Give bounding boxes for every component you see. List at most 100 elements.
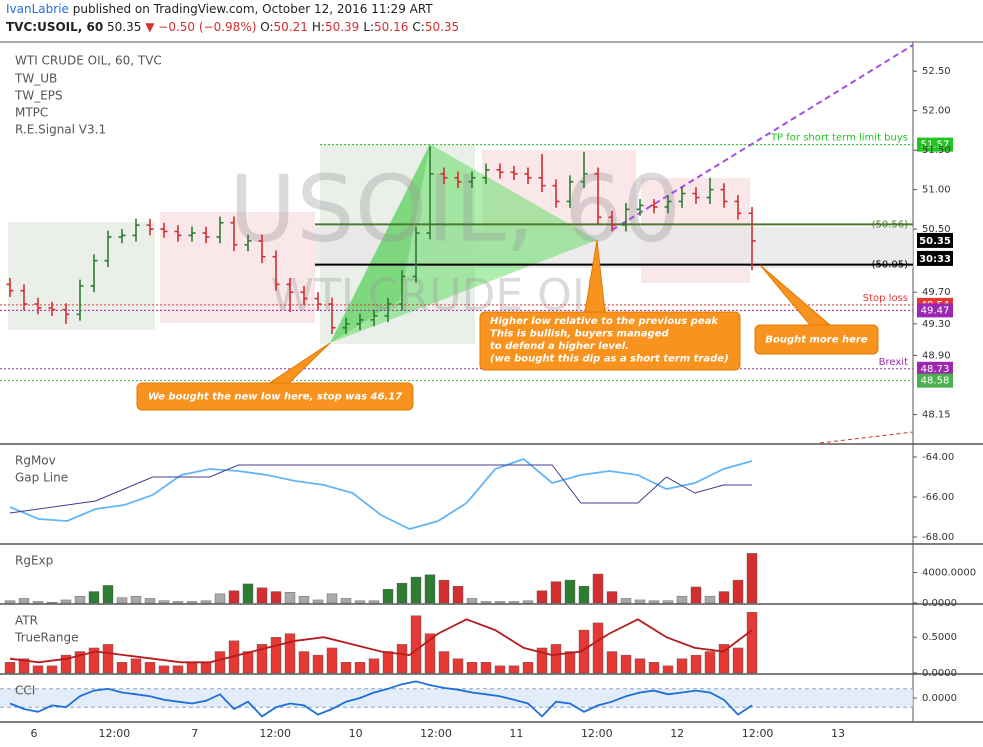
price-label-box xyxy=(917,361,953,376)
bar xyxy=(718,591,730,604)
pane xyxy=(0,545,983,603)
bar xyxy=(746,611,758,674)
bar xyxy=(158,665,170,674)
y-tick-label: -68.00 xyxy=(922,532,954,543)
bar xyxy=(88,591,100,604)
y-tick-label: 0.0000 xyxy=(922,693,957,704)
bar xyxy=(508,665,520,674)
bar xyxy=(676,595,688,604)
last-price-box xyxy=(917,232,953,248)
author[interactable]: IvanLabrie xyxy=(6,2,69,16)
bar xyxy=(466,598,478,604)
pane-title: WTI CRUDE OIL, 60, TVC xyxy=(15,54,162,68)
x-tick-label: 12 xyxy=(670,727,684,740)
bar xyxy=(620,654,632,674)
bar xyxy=(214,593,226,604)
bar xyxy=(690,586,702,604)
x-tick-label: 12:00 xyxy=(742,727,774,740)
bar xyxy=(746,553,758,604)
y-tick-label: 50.50 xyxy=(922,224,951,235)
bar xyxy=(18,658,30,674)
x-tick-label: 13 xyxy=(831,727,845,740)
line xyxy=(9,618,753,664)
bar xyxy=(648,662,660,674)
x-tick-label: 7 xyxy=(191,727,198,740)
bar xyxy=(214,651,226,674)
bar xyxy=(732,579,744,604)
ohlc-key: L: xyxy=(363,20,375,34)
ohlc-key: H: xyxy=(311,20,325,34)
legend-entry: RgMov xyxy=(15,454,56,468)
bar xyxy=(354,662,366,674)
zone xyxy=(315,227,913,268)
price-label-box xyxy=(917,303,953,318)
bar xyxy=(522,600,534,604)
bar xyxy=(326,593,338,604)
quote-line: TVC:USOIL, 60 50.35 ▼ −0.50 (−0.98%) O:5… xyxy=(0,18,983,36)
bar xyxy=(186,662,198,674)
bar xyxy=(18,598,30,604)
callout-text: Bought more here xyxy=(765,335,867,346)
bar xyxy=(256,644,268,674)
x-tick-label: 11 xyxy=(509,727,523,740)
bar xyxy=(592,573,604,604)
pane xyxy=(0,445,983,543)
watermark: USOIL, 60 xyxy=(229,155,681,262)
bar xyxy=(480,601,492,604)
line xyxy=(9,464,752,514)
pane xyxy=(0,605,983,673)
bar xyxy=(676,658,688,674)
bar xyxy=(158,600,170,604)
bar xyxy=(172,665,184,674)
bar xyxy=(550,644,562,674)
ohlc-value: 50.35 xyxy=(424,20,460,34)
bar xyxy=(60,599,72,604)
y-tick-label: 0.0000 xyxy=(922,598,957,609)
y-tick-label: 51.50 xyxy=(922,145,951,156)
ohlc-value: 50.16 xyxy=(374,20,409,34)
price-label: 48.73 xyxy=(921,364,950,375)
bar xyxy=(326,647,338,674)
bar xyxy=(74,651,86,674)
x-tick-label: 10 xyxy=(349,727,363,740)
legend-entry: ATR xyxy=(15,614,38,628)
bar xyxy=(592,622,604,674)
bar xyxy=(298,595,310,604)
callout-text: We bought the new low here, stop was 46.… xyxy=(148,392,402,403)
bar xyxy=(284,592,296,604)
bar xyxy=(662,600,674,604)
bar xyxy=(368,658,380,674)
bar xyxy=(312,599,324,604)
bar xyxy=(256,587,268,604)
header: IvanLabrie published on TradingView.com,… xyxy=(0,0,983,40)
bar xyxy=(620,598,632,604)
bar xyxy=(382,589,394,604)
ohlc-value: 50.21 xyxy=(273,20,308,34)
bar xyxy=(648,600,660,604)
price-label: 48.58 xyxy=(921,376,950,387)
indicator-name: MTPC xyxy=(15,106,48,120)
bar xyxy=(424,574,436,604)
ohlc: O:50.21 H:50.39 L:50.16 C:50.35 xyxy=(260,20,463,34)
y-tick-label: 48.90 xyxy=(922,350,951,361)
line xyxy=(9,680,753,718)
ohlc-value: 50.39 xyxy=(324,20,360,34)
trend-line xyxy=(819,431,914,444)
callout xyxy=(136,382,414,411)
bar xyxy=(242,583,254,604)
x-tick-label: 12:00 xyxy=(99,727,131,740)
y-tick-label: 0.0000 xyxy=(922,668,957,679)
level-text: Brexit xyxy=(879,357,908,368)
bar xyxy=(74,595,86,604)
callout xyxy=(754,324,879,355)
bar xyxy=(144,662,156,674)
bar xyxy=(60,654,72,674)
published: published on TradingView.com, October 12… xyxy=(72,2,433,16)
bar xyxy=(550,581,562,604)
bar xyxy=(32,601,44,604)
x-tick-label: 12:00 xyxy=(259,727,291,740)
bar xyxy=(228,590,240,604)
bar xyxy=(424,633,436,674)
bar xyxy=(32,665,44,674)
